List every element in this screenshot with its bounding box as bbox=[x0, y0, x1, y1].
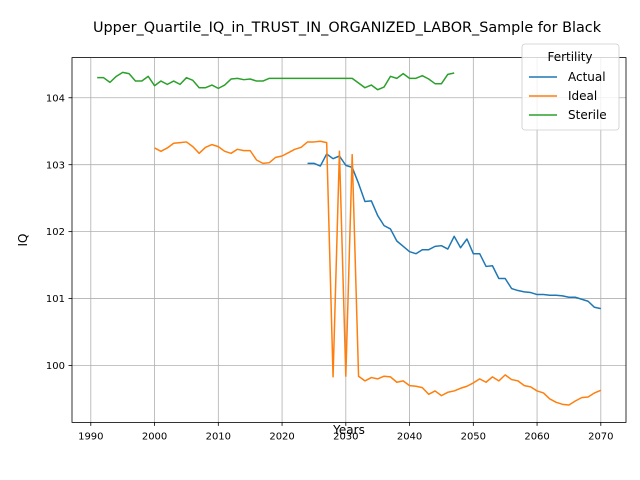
series-line-ideal bbox=[154, 140, 602, 406]
x-axis-ticks: 1990 2000 2010 2020 2030 2040 2050 2060 2070 bbox=[78, 422, 614, 442]
x-tick-label: 1990 bbox=[78, 431, 103, 442]
y-tick-label: 100 bbox=[46, 361, 65, 372]
legend-items: Actual Ideal Sterile bbox=[529, 70, 607, 122]
chart-title: Upper_Quartile_IQ_in_TRUST_IN_ORGANIZED_… bbox=[93, 20, 602, 36]
x-axis-label: Years bbox=[332, 423, 365, 437]
legend-label-ideal: Ideal bbox=[568, 89, 597, 103]
grid bbox=[72, 57, 626, 423]
series-line-sterile bbox=[97, 71, 455, 91]
legend-label-actual: Actual bbox=[568, 70, 606, 84]
x-tick-label: 2020 bbox=[269, 431, 294, 442]
x-tick-label: 2010 bbox=[206, 431, 231, 442]
legend-frame bbox=[521, 43, 620, 131]
x-tick-label: 2070 bbox=[588, 431, 613, 442]
y-axis-ticks: 100 101 102 103 104 bbox=[46, 93, 72, 372]
x-tick-label: 2000 bbox=[142, 431, 167, 442]
x-tick-label: 2060 bbox=[524, 431, 549, 442]
y-axis-label: IQ bbox=[16, 234, 30, 247]
legend-title: Fertility bbox=[547, 50, 592, 64]
x-tick-label: 2040 bbox=[397, 431, 422, 442]
series-line-actual bbox=[307, 153, 601, 310]
legend: Fertility Actual Ideal Sterile bbox=[521, 43, 620, 131]
plot-frame bbox=[71, 57, 627, 423]
legend-label-sterile: Sterile bbox=[568, 108, 607, 122]
y-tick-label: 104 bbox=[46, 93, 65, 104]
x-tick-label: 2030 bbox=[333, 431, 358, 442]
y-tick-label: 103 bbox=[46, 160, 65, 171]
y-tick-label: 101 bbox=[46, 294, 65, 305]
x-tick-label: 2050 bbox=[461, 431, 486, 442]
y-tick-label: 102 bbox=[46, 227, 65, 238]
series-lines bbox=[97, 71, 602, 406]
